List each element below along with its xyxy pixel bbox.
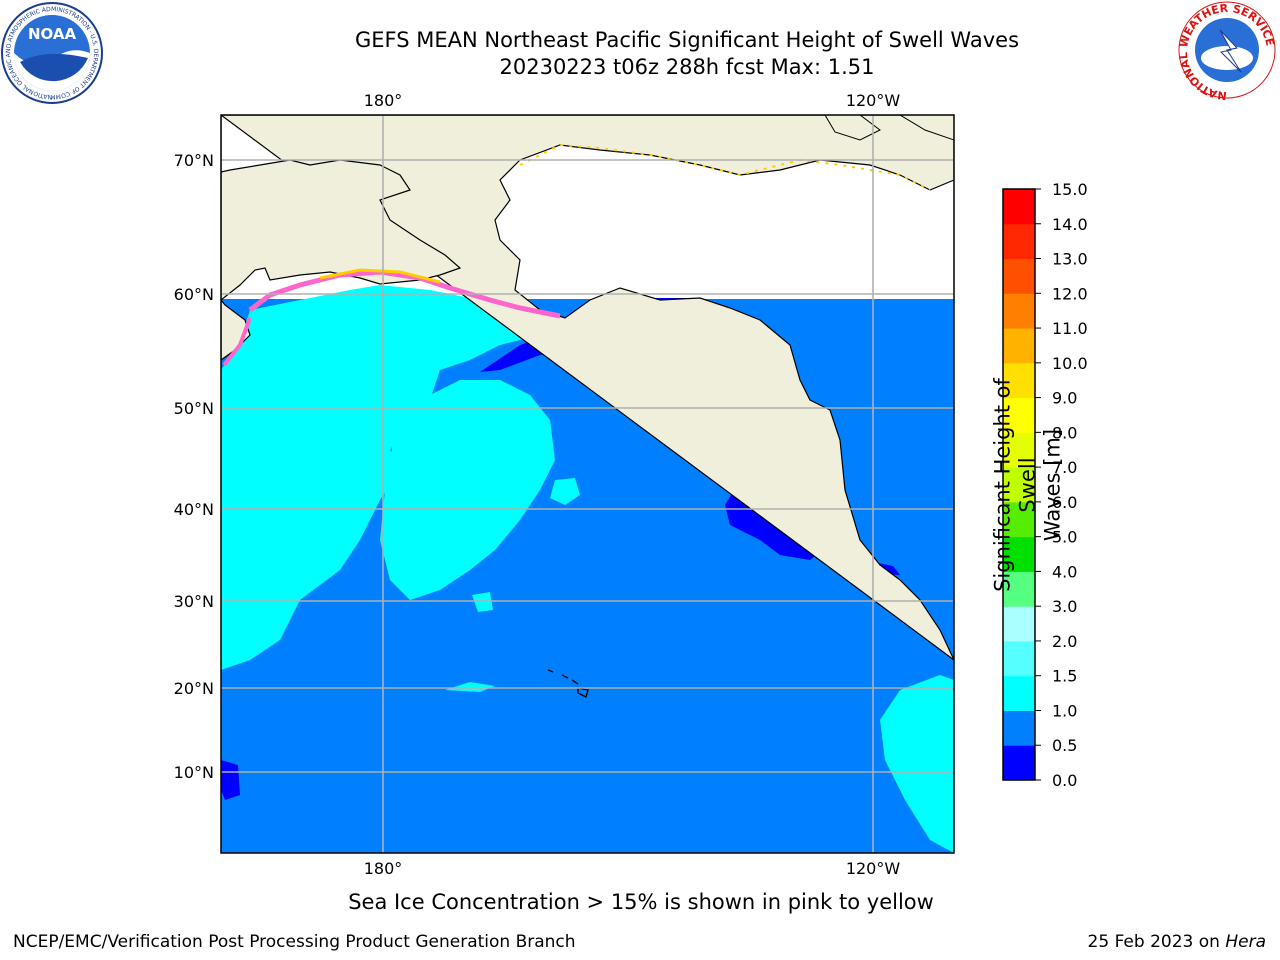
colorbar-tick-label: 4.0 xyxy=(1052,562,1077,581)
colorbar-tick-label: 10.0 xyxy=(1052,354,1088,373)
title-line-2: 20230223 t06z 288h fcst Max: 1.51 xyxy=(499,55,875,79)
hawaiian-islands xyxy=(547,669,589,699)
colorbar-segment xyxy=(1003,536,1035,572)
colorbar-tick-label: 9.0 xyxy=(1052,389,1077,408)
colorbar-tick-label: 14.0 xyxy=(1052,215,1088,234)
colorbar-segment xyxy=(1003,571,1035,607)
sea-ice-edge-bering xyxy=(248,269,561,319)
footer-right: 25 Feb 2023 on Hera xyxy=(1088,932,1266,952)
colorbar: 0.0 0.5 1.0 1.5 2.0 3.0 4.0 5.0 6.0 7.0 8.0 9.0 10.0… xyxy=(1002,180,1088,790)
colorbar-segment xyxy=(1003,710,1035,746)
swell-region-southeast xyxy=(880,675,954,853)
lat-label: 60°N xyxy=(174,285,214,304)
colorbar-segment xyxy=(1003,223,1035,260)
lat-label: 50°N xyxy=(174,399,214,418)
colorbar-segment xyxy=(1003,362,1035,399)
colorbar-segment xyxy=(1003,397,1035,433)
colorbar-tick-label: 2.0 xyxy=(1052,632,1077,651)
colorbar-title: Significant Height of Swell Waves [m] xyxy=(990,378,1065,592)
lat-label: 40°N xyxy=(174,500,214,519)
colorbar-tick-label: 11.0 xyxy=(1052,319,1088,338)
colorbar-segment xyxy=(1003,432,1035,468)
colorbar-tick-label: 12.0 xyxy=(1052,284,1088,303)
colorbar-tick-label: 1.5 xyxy=(1052,667,1077,686)
colorbar-tick-label: 13.0 xyxy=(1052,250,1088,269)
footer-date: 25 Feb 2023 on xyxy=(1087,932,1226,952)
swell-region-central xyxy=(380,380,555,600)
colorbar-tick-label: 7.0 xyxy=(1052,458,1077,477)
lat-label: 10°N xyxy=(174,763,214,782)
colorbar-segment xyxy=(1003,328,1035,364)
lon-label-top: 180° xyxy=(364,91,403,110)
colorbar-segment xyxy=(1003,675,1035,711)
lon-label-bottom: 180° xyxy=(364,859,403,878)
siberia-land xyxy=(221,115,462,301)
noaa-logo-text: NOAA xyxy=(28,25,77,43)
colorbar-tick-label: 5.0 xyxy=(1052,528,1077,547)
noaa-logo: NOAA NATIONAL OCEANIC AND ATMOSPHERIC AD… xyxy=(0,0,103,104)
footer-left: NCEP/EMC/Verification Post Processing Pr… xyxy=(13,932,576,952)
lon-label-top: 120°W xyxy=(846,91,901,110)
colorbar-tick-label: 0.0 xyxy=(1052,771,1077,790)
lon-label-bottom: 120°W xyxy=(846,859,901,878)
footer-host: Hera xyxy=(1225,932,1266,952)
colorbar-segment xyxy=(1003,258,1035,294)
colorbar-segment xyxy=(1003,467,1035,503)
kamchatka-land xyxy=(221,299,251,361)
colorbar-tick-label: 6.0 xyxy=(1052,493,1077,512)
sea-ice-edge-arctic xyxy=(519,143,931,191)
colorbar-tick-label: 1.0 xyxy=(1052,701,1077,720)
lat-label: 70°N xyxy=(174,151,214,170)
colorbar-segment xyxy=(1003,640,1035,677)
colorbar-tick-label: 8.0 xyxy=(1052,423,1077,442)
lat-label: 20°N xyxy=(174,679,214,698)
colorbar-segment xyxy=(1003,501,1035,538)
colorbar-tick-label: 3.0 xyxy=(1052,597,1077,616)
colorbar-segment xyxy=(1003,745,1035,781)
colorbar-segment xyxy=(1003,293,1035,329)
colorbar-tick-label: 15.0 xyxy=(1052,180,1088,199)
nws-logo: NATIONAL WEATHER SERVICE xyxy=(1177,1,1277,100)
title-line-1: GEFS MEAN Northeast Pacific Significant … xyxy=(354,28,1020,52)
lat-label: 30°N xyxy=(174,592,214,611)
colorbar-segment xyxy=(1003,189,1035,225)
colorbar-tick-label: 0.5 xyxy=(1052,736,1077,755)
sea-ice-note: Sea Ice Concentration > 15% is shown in … xyxy=(348,890,934,914)
map-frame xyxy=(220,114,955,854)
colorbar-segment xyxy=(1003,606,1035,642)
